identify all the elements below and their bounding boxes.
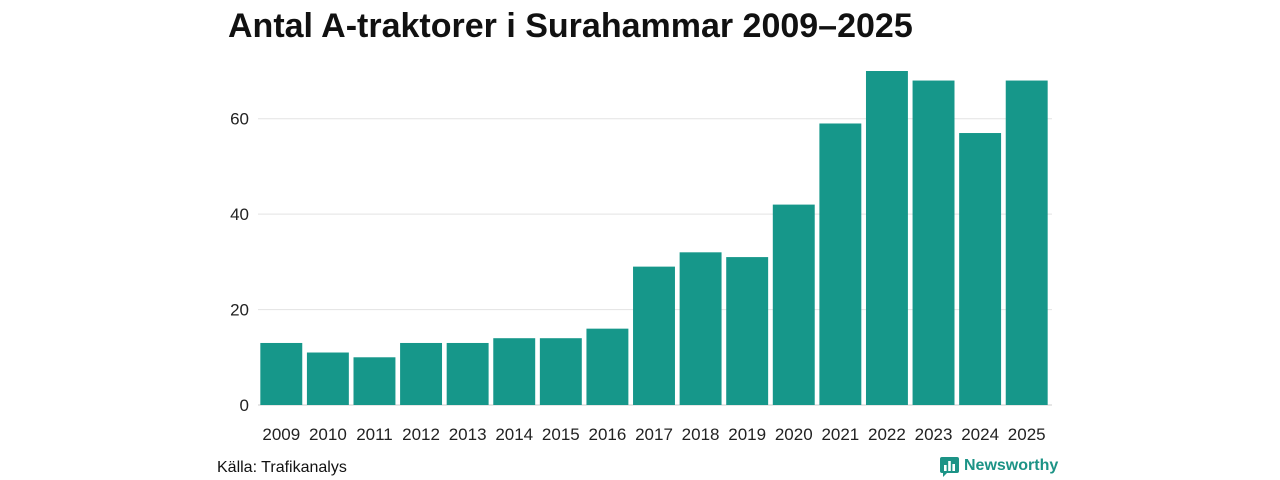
bar-2023 xyxy=(912,80,955,406)
x-tick-label-2017: 2017 xyxy=(635,425,673,444)
x-tick-label-2014: 2014 xyxy=(495,425,533,444)
x-tick-label-2018: 2018 xyxy=(682,425,720,444)
bar-2020 xyxy=(772,204,815,405)
x-axis-tick-labels: 2009 2010 2011 2012 2013 2014 2015 2016 2017 2018… xyxy=(262,425,1045,444)
bar-2014 xyxy=(493,338,536,405)
x-tick-label-2013: 2013 xyxy=(449,425,487,444)
x-tick-label-2015: 2015 xyxy=(542,425,580,444)
bar-2012 xyxy=(400,342,443,405)
bar-2016 xyxy=(586,328,629,405)
x-tick-label-2011: 2011 xyxy=(356,425,393,444)
x-tick-label-2025: 2025 xyxy=(1008,425,1046,444)
x-tick-label-2020: 2020 xyxy=(775,425,813,444)
bar-2018 xyxy=(679,252,722,405)
x-tick-label-2019: 2019 xyxy=(728,425,766,444)
bar-2011 xyxy=(353,357,396,405)
chart-title: Antal A-traktorer i Surahammar 2009–2025 xyxy=(228,7,913,45)
newsworthy-logo: Newsworthy xyxy=(940,457,1065,477)
x-tick-label-2024: 2024 xyxy=(961,425,999,444)
bar-2017 xyxy=(633,266,675,405)
x-tick-label-2023: 2023 xyxy=(915,425,953,444)
logo-text: Newsworthy xyxy=(964,457,1059,474)
x-tick-label-2009: 2009 xyxy=(262,425,300,444)
x-tick-label-2016: 2016 xyxy=(588,425,626,444)
x-tick-label-2010: 2010 xyxy=(309,425,347,444)
bar-2024 xyxy=(959,133,1002,405)
source-caption: Källa: Trafikanalys xyxy=(217,459,347,476)
bar-2013 xyxy=(446,342,489,405)
bar-2022 xyxy=(865,71,908,405)
x-tick-label-2022: 2022 xyxy=(868,425,906,444)
bar-2025 xyxy=(1005,80,1048,406)
bar-chart-icon xyxy=(940,457,959,477)
y-tick-label-40: 40 xyxy=(230,205,249,224)
bar-2021 xyxy=(819,123,862,405)
y-tick-label-60: 60 xyxy=(230,110,249,129)
y-tick-label-20: 20 xyxy=(230,301,249,320)
bar-2009 xyxy=(260,342,303,405)
x-tick-label-2021: 2021 xyxy=(821,425,859,444)
bar-2015 xyxy=(539,338,582,405)
bar-2019 xyxy=(726,257,769,405)
bar-2010 xyxy=(306,352,349,405)
x-tick-label-2012: 2012 xyxy=(402,425,440,444)
bars xyxy=(260,71,1048,406)
y-axis-tick-labels: 0 20 40 60 xyxy=(230,110,249,415)
y-tick-label-0: 0 xyxy=(240,396,249,415)
